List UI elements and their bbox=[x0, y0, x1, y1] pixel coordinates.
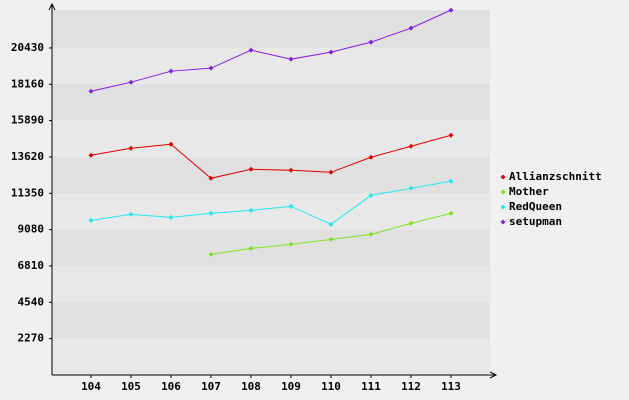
x-tick-label: 106 bbox=[161, 380, 181, 393]
band bbox=[52, 10, 490, 48]
y-tick-label: 13620 bbox=[11, 150, 44, 163]
legend-label: setupman bbox=[509, 215, 562, 228]
y-tick-label: 20430 bbox=[11, 41, 44, 54]
point bbox=[368, 39, 374, 45]
y-tick-label: 9080 bbox=[18, 223, 45, 236]
point bbox=[328, 221, 334, 227]
band bbox=[52, 302, 490, 339]
legend-label: Mother bbox=[509, 185, 549, 198]
x-arrow bbox=[489, 371, 498, 379]
y-tick-label: 15890 bbox=[11, 114, 44, 127]
point bbox=[448, 132, 454, 138]
legend-label: Allianzschnitt bbox=[509, 170, 602, 183]
y-tick-label: 2270 bbox=[18, 332, 45, 345]
point bbox=[88, 217, 94, 223]
point bbox=[88, 152, 94, 158]
band bbox=[52, 120, 490, 157]
series-line bbox=[90, 9, 452, 92]
point bbox=[328, 169, 334, 175]
band bbox=[52, 193, 490, 230]
point bbox=[408, 220, 414, 226]
x-tick-label: 111 bbox=[361, 380, 381, 393]
point bbox=[168, 214, 174, 220]
band bbox=[52, 84, 490, 121]
point bbox=[368, 154, 374, 160]
point bbox=[288, 203, 294, 209]
point bbox=[328, 49, 334, 55]
point bbox=[128, 211, 134, 217]
x-tick-label: 104 bbox=[81, 380, 101, 393]
point bbox=[408, 25, 414, 31]
point bbox=[448, 178, 454, 184]
legend-swatch bbox=[500, 204, 506, 210]
point bbox=[408, 185, 414, 191]
x-tick-label: 112 bbox=[401, 380, 421, 393]
legend-swatch bbox=[500, 189, 506, 195]
point bbox=[288, 241, 294, 247]
point bbox=[448, 7, 454, 13]
point bbox=[288, 167, 294, 173]
legend-label: RedQueen bbox=[509, 200, 562, 213]
point bbox=[288, 56, 294, 62]
band bbox=[52, 229, 490, 266]
x-tick-label: 108 bbox=[241, 380, 261, 393]
point bbox=[208, 175, 214, 181]
y-tick-label: 18160 bbox=[11, 77, 44, 90]
legend-swatch bbox=[500, 174, 506, 180]
y-tick-label: 4540 bbox=[18, 295, 45, 308]
band bbox=[52, 338, 490, 375]
point bbox=[168, 141, 174, 147]
point bbox=[208, 251, 214, 257]
point bbox=[128, 145, 134, 151]
point bbox=[448, 210, 454, 216]
y-arrow bbox=[48, 2, 56, 11]
point bbox=[168, 68, 174, 74]
point bbox=[408, 143, 414, 149]
point bbox=[88, 88, 94, 94]
x-tick-label: 109 bbox=[281, 380, 301, 393]
band bbox=[52, 156, 490, 194]
point bbox=[368, 192, 374, 198]
x-tick-label: 105 bbox=[121, 380, 141, 393]
x-tick-label: 107 bbox=[201, 380, 221, 393]
point bbox=[248, 245, 254, 251]
y-tick-label: 6810 bbox=[18, 259, 45, 272]
point bbox=[368, 231, 374, 237]
legend-swatch bbox=[500, 219, 506, 225]
point bbox=[208, 65, 214, 71]
x-tick-label: 110 bbox=[321, 380, 341, 393]
series-line bbox=[90, 180, 452, 225]
point bbox=[328, 236, 334, 242]
band bbox=[52, 265, 490, 303]
band bbox=[52, 47, 490, 85]
point bbox=[128, 79, 134, 85]
point bbox=[248, 47, 254, 53]
series-line bbox=[90, 134, 452, 179]
point bbox=[248, 207, 254, 213]
y-tick-label: 11350 bbox=[11, 186, 44, 199]
point bbox=[248, 166, 254, 172]
point bbox=[208, 210, 214, 216]
x-tick-label: 113 bbox=[441, 380, 461, 393]
